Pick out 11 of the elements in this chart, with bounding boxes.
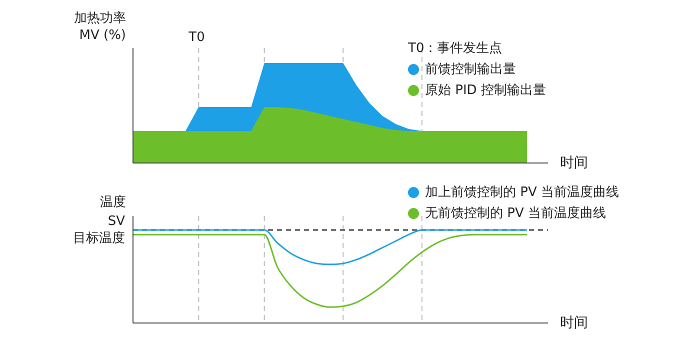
ref-line-label: SV 目标温度 [73,214,126,246]
legend-label: 原始 PID 控制输出量 [425,82,546,100]
legend-label: 前馈控制输出量 [425,61,516,79]
text: T0：事件发生点 [408,40,504,58]
legend-label: 加上前馈控制的 PV 当前温度曲线 [425,184,619,202]
text: T0 [188,30,205,45]
x-axis-title: 时间 [560,154,588,172]
x-axis-title: 时间 [560,314,588,332]
y-axis-title: 温度 [99,194,126,211]
legend-label: 无前馈控制的 PV 当前温度曲线 [425,205,606,223]
y-axis-title: 加热功率 MV (%) [73,10,126,44]
